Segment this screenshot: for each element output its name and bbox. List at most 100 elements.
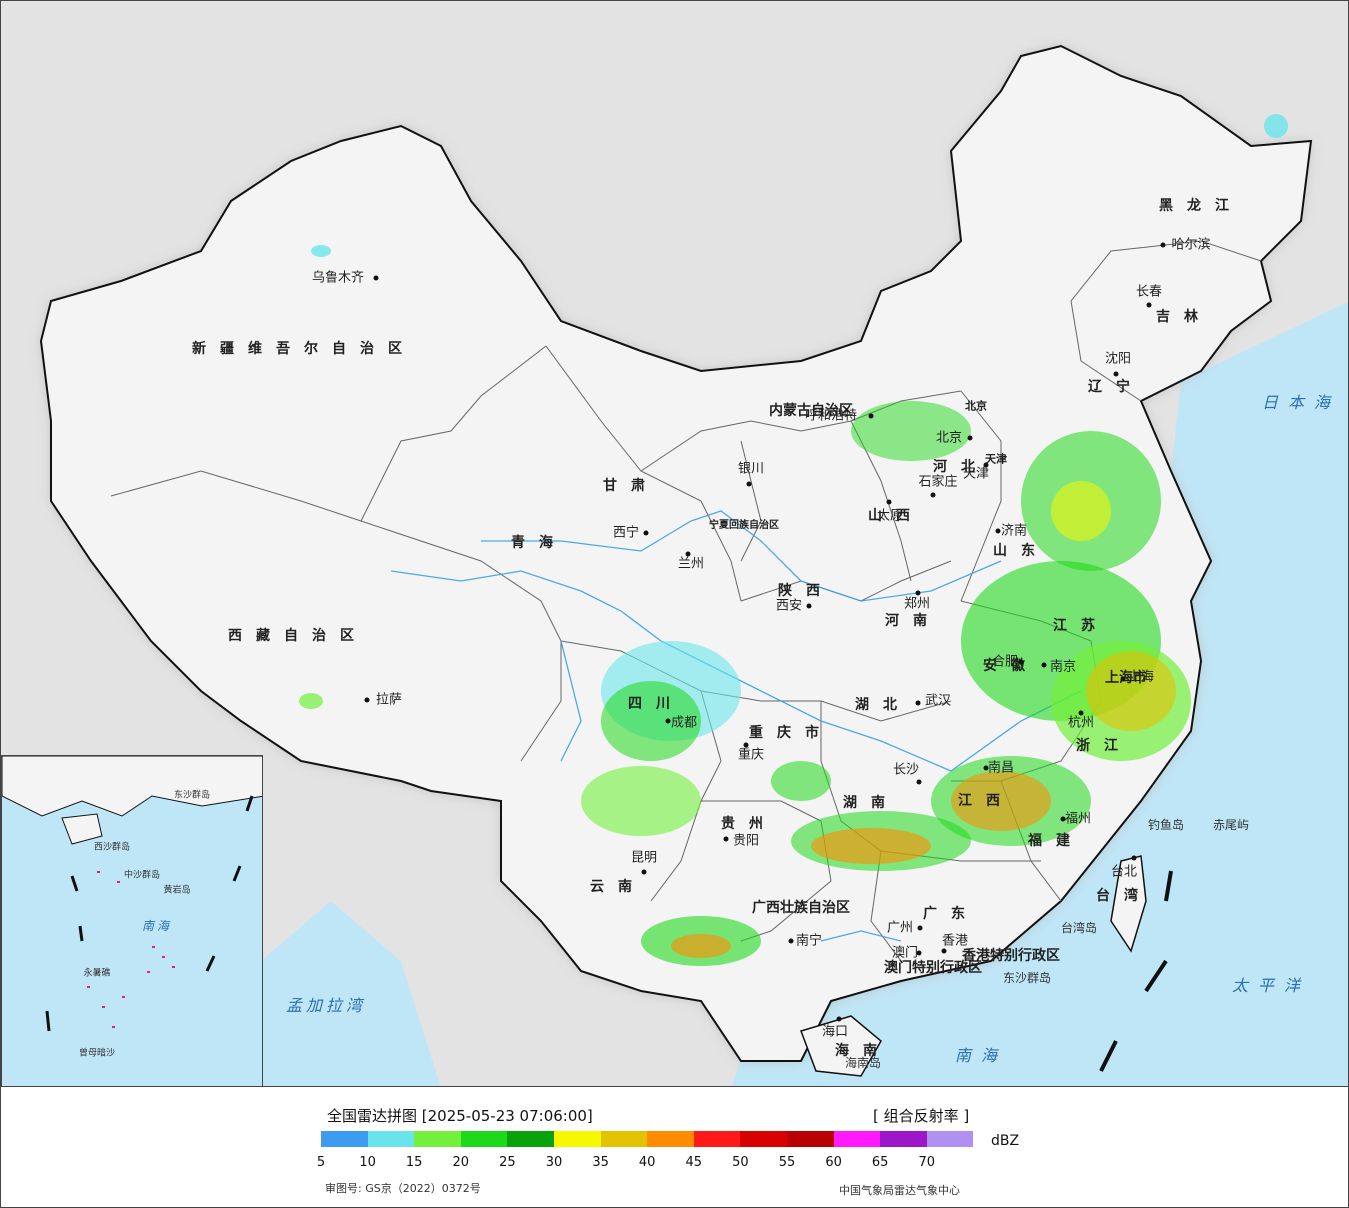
city-dot	[941, 948, 947, 954]
label-liaoning: 辽宁	[1088, 379, 1144, 395]
label-henan: 河南	[885, 613, 941, 629]
label-gansu: 甘肃	[603, 478, 659, 494]
inset-south-sea: 南海	[141, 919, 173, 933]
sea-japan: 日本海	[1261, 393, 1341, 412]
city-tianjin: 天津	[962, 466, 990, 482]
sea-pacific: 太平洋	[1231, 976, 1311, 995]
city-xining: 西宁	[612, 525, 640, 541]
city-dot	[723, 836, 729, 842]
city-xian: 西安	[775, 598, 803, 614]
scale-tick-label: 20	[452, 1155, 470, 1170]
data-source: 中国气象局雷达气象中心	[839, 1184, 960, 1197]
boundary-dashes	[1099, 870, 1173, 1072]
legend-unit: dBZ	[991, 1133, 1020, 1149]
city-guangzhou: 广州	[886, 920, 914, 936]
city-hangzhou: 杭州	[1067, 715, 1095, 731]
city-lanzhou: 兰州	[677, 556, 705, 572]
label-shanghai: 上海市	[1105, 670, 1147, 686]
label-hubei: 湖北	[855, 697, 911, 713]
city-changsha: 长沙	[892, 762, 920, 778]
inset-dongsha: 东沙群岛	[173, 790, 211, 801]
city-dot	[746, 481, 752, 487]
sea-south-china: 南海	[954, 1046, 1008, 1065]
scale-tick-label: 55	[778, 1155, 796, 1170]
inset-huangyan: 黄岩岛	[163, 885, 191, 896]
label-shaanxi: 陕西	[778, 583, 834, 599]
label-hebei: 河北	[933, 459, 989, 475]
city-harbin: 哈尔滨	[1171, 237, 1211, 253]
south-china-sea-inset: 南海 永暑礁 曾母暗沙 中沙群岛 黄岩岛 东沙群岛 西沙群岛	[1, 755, 263, 1086]
city-hongkong: 香港	[941, 933, 969, 949]
scale-swatch	[740, 1131, 787, 1147]
city-dot	[1018, 659, 1024, 665]
map-canvas	[39, 44, 1348, 1086]
legend-panel: 全国雷达拼图 [2025-05-23 07:06:00] [ 组合反射率 ] d…	[0, 1087, 1349, 1208]
city-taiyuan: 太原	[876, 508, 904, 524]
scale-swatch	[786, 1131, 834, 1147]
city-dot	[364, 697, 370, 703]
city-nanchang: 南昌	[987, 760, 1015, 776]
city-dot	[983, 462, 989, 468]
scale-swatch	[833, 1131, 881, 1147]
scale-tick-label: 10	[359, 1155, 376, 1170]
city-dot	[685, 551, 691, 557]
scale-swatch	[414, 1131, 461, 1147]
city-dot	[1041, 662, 1047, 668]
city-lhasa: 拉萨	[375, 692, 403, 708]
scale-swatch	[647, 1131, 694, 1147]
scale-swatch	[460, 1131, 508, 1147]
scale-swatch	[693, 1131, 741, 1147]
legend-product: [ 组合反射率 ]	[873, 1107, 970, 1125]
city-haikou: 海口	[821, 1024, 849, 1040]
city-dot	[1120, 676, 1126, 682]
scale-swatch	[880, 1131, 927, 1147]
city-dot	[967, 435, 973, 441]
city-dot	[868, 413, 874, 419]
city-hefei: 合肥	[991, 654, 1019, 670]
city-dot	[1160, 242, 1166, 248]
city-dot	[806, 603, 812, 609]
scale-tick-label: 70	[918, 1155, 936, 1170]
island-taiwan: 台湾岛	[1060, 921, 1098, 935]
city-hohhot: 呼和浩特	[804, 408, 858, 424]
label-jilin: 吉林	[1156, 309, 1212, 325]
inset-yongshu: 永暑礁	[83, 968, 111, 979]
label-yunnan: 云南	[590, 879, 646, 895]
label-macau: 澳门特别行政区	[884, 960, 982, 976]
label-neimenggu: 内蒙古自治区	[769, 403, 853, 419]
island-diaoyu: 钓鱼岛	[1147, 818, 1185, 832]
scale-tick-label: 65	[871, 1155, 889, 1170]
city-yinchuan: 银川	[737, 461, 765, 477]
label-tianjin: 天津	[985, 452, 1007, 466]
sea-bengal: 孟加拉湾	[285, 996, 367, 1015]
color-scale	[321, 1131, 974, 1147]
label-heilongjiang: 黑龙江	[1159, 198, 1243, 214]
scale-swatch	[507, 1131, 554, 1147]
label-qinghai: 青海	[511, 535, 567, 551]
inset-zhongsha: 中沙群岛	[123, 870, 161, 881]
label-sichuan: 四川	[628, 696, 684, 712]
city-jinan: 济南	[1000, 523, 1028, 539]
scale-tick-label: 45	[685, 1155, 703, 1170]
review-number: 审图号: GS京（2022）0372号	[325, 1182, 481, 1195]
city-dot	[916, 779, 922, 785]
city-dot	[930, 492, 936, 498]
inset-zengmu: 曾母暗沙	[78, 1048, 116, 1059]
city-macau: 澳门	[891, 945, 919, 961]
island-dongsha: 东沙群岛	[1002, 971, 1052, 985]
city-fuzhou: 福州	[1064, 811, 1092, 827]
island-chiwei: 赤尾屿	[1212, 818, 1250, 832]
city-dot	[1131, 855, 1137, 861]
inset-canvas	[2, 756, 262, 1032]
city-dot	[915, 700, 921, 706]
hainan-island	[800, 1015, 882, 1077]
label-ningxia: 宁夏回族自治区	[709, 520, 779, 531]
scale-tick-label: 5	[316, 1155, 326, 1170]
scale-swatch	[926, 1131, 974, 1147]
city-changchun: 长春	[1135, 284, 1163, 300]
scale-swatch	[367, 1131, 415, 1147]
city-taipei: 台北	[1110, 864, 1138, 880]
city-dot	[983, 765, 989, 771]
label-beijing: 北京	[965, 399, 987, 413]
island-hainan: 海南岛	[844, 1056, 882, 1070]
